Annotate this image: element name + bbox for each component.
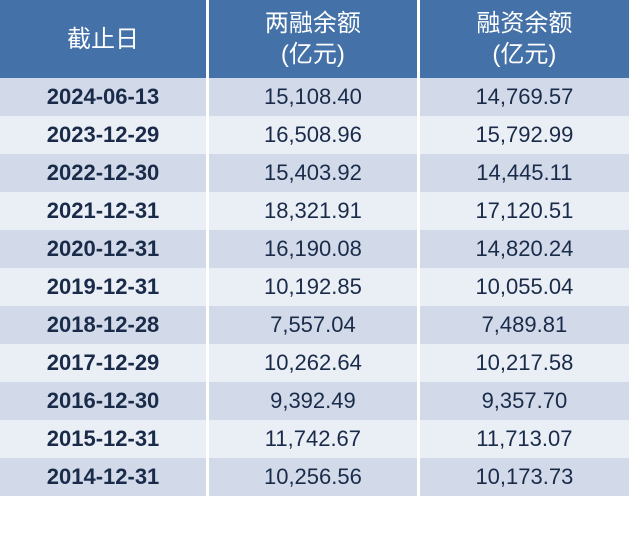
- header-financing-line2: (亿元): [424, 39, 625, 70]
- table-row: 2023-12-2916,508.9615,792.99: [0, 116, 629, 154]
- financing-balance-cell: 10,055.04: [418, 268, 629, 306]
- margin-balance-cell: 10,262.64: [208, 344, 419, 382]
- table-header: 截止日 两融余额 (亿元) 融资余额 (亿元): [0, 0, 629, 78]
- table-body: 2024-06-1315,108.4014,769.572023-12-2916…: [0, 78, 629, 496]
- financing-balance-cell: 10,217.58: [418, 344, 629, 382]
- date-cell: 2015-12-31: [0, 420, 208, 458]
- table-row: 2015-12-3111,742.6711,713.07: [0, 420, 629, 458]
- table-row: 2021-12-3118,321.9117,120.51: [0, 192, 629, 230]
- margin-balance-cell: 18,321.91: [208, 192, 419, 230]
- margin-balance-cell: 15,403.92: [208, 154, 419, 192]
- data-table-container: 截止日 两融余额 (亿元) 融资余额 (亿元) 2024-06-1315,108…: [0, 0, 629, 496]
- table-row: 2019-12-3110,192.8510,055.04: [0, 268, 629, 306]
- table-row: 2022-12-3015,403.9214,445.11: [0, 154, 629, 192]
- margin-balance-cell: 10,192.85: [208, 268, 419, 306]
- financing-balance-cell: 11,713.07: [418, 420, 629, 458]
- margin-balance-table: 截止日 两融余额 (亿元) 融资余额 (亿元) 2024-06-1315,108…: [0, 0, 629, 496]
- date-cell: 2019-12-31: [0, 268, 208, 306]
- date-cell: 2023-12-29: [0, 116, 208, 154]
- date-cell: 2022-12-30: [0, 154, 208, 192]
- date-cell: 2020-12-31: [0, 230, 208, 268]
- table-row: 2016-12-309,392.499,357.70: [0, 382, 629, 420]
- financing-balance-cell: 9,357.70: [418, 382, 629, 420]
- margin-balance-cell: 16,508.96: [208, 116, 419, 154]
- table-row: 2024-06-1315,108.4014,769.57: [0, 78, 629, 116]
- date-cell: 2016-12-30: [0, 382, 208, 420]
- header-date-line1: 截止日: [4, 24, 202, 55]
- date-cell: 2014-12-31: [0, 458, 208, 496]
- date-cell: 2024-06-13: [0, 78, 208, 116]
- date-cell: 2021-12-31: [0, 192, 208, 230]
- header-financing-line1: 融资余额: [424, 8, 625, 39]
- table-row: 2018-12-287,557.047,489.81: [0, 306, 629, 344]
- margin-balance-cell: 11,742.67: [208, 420, 419, 458]
- margin-balance-cell: 10,256.56: [208, 458, 419, 496]
- financing-balance-cell: 17,120.51: [418, 192, 629, 230]
- header-cell-financing-balance: 融资余额 (亿元): [418, 0, 629, 78]
- table-row: 2020-12-3116,190.0814,820.24: [0, 230, 629, 268]
- margin-balance-cell: 16,190.08: [208, 230, 419, 268]
- header-cell-margin-balance: 两融余额 (亿元): [208, 0, 419, 78]
- margin-balance-cell: 9,392.49: [208, 382, 419, 420]
- table-row: 2014-12-3110,256.5610,173.73: [0, 458, 629, 496]
- financing-balance-cell: 15,792.99: [418, 116, 629, 154]
- table-row: 2017-12-2910,262.6410,217.58: [0, 344, 629, 382]
- header-cell-date: 截止日: [0, 0, 208, 78]
- financing-balance-cell: 7,489.81: [418, 306, 629, 344]
- financing-balance-cell: 14,769.57: [418, 78, 629, 116]
- header-margin-line2: (亿元): [213, 39, 413, 70]
- margin-balance-cell: 7,557.04: [208, 306, 419, 344]
- financing-balance-cell: 14,445.11: [418, 154, 629, 192]
- financing-balance-cell: 14,820.24: [418, 230, 629, 268]
- date-cell: 2017-12-29: [0, 344, 208, 382]
- margin-balance-cell: 15,108.40: [208, 78, 419, 116]
- financing-balance-cell: 10,173.73: [418, 458, 629, 496]
- date-cell: 2018-12-28: [0, 306, 208, 344]
- header-row: 截止日 两融余额 (亿元) 融资余额 (亿元): [0, 0, 629, 78]
- header-margin-line1: 两融余额: [213, 8, 413, 39]
